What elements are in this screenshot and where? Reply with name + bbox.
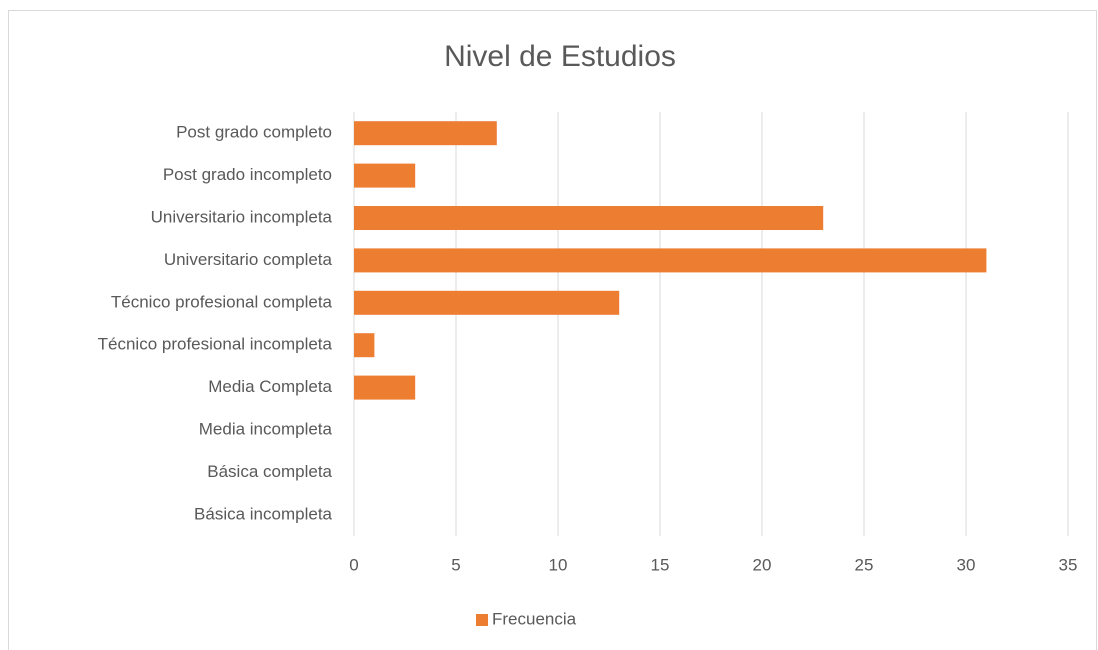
x-tick-label: 35 bbox=[1059, 555, 1078, 574]
y-tick-label: Técnico profesional incompleta bbox=[98, 335, 333, 354]
y-tick-label: Media Completa bbox=[208, 377, 332, 396]
x-tick-label: 20 bbox=[753, 555, 772, 574]
bar bbox=[354, 290, 620, 315]
bar bbox=[354, 121, 497, 146]
x-tick-label: 25 bbox=[855, 555, 874, 574]
bar bbox=[354, 333, 375, 358]
x-tick-label: 5 bbox=[451, 555, 460, 574]
y-tick-label: Universitario completa bbox=[164, 250, 333, 269]
y-tick-label: Universitario incompleta bbox=[151, 207, 333, 226]
chart-title: Nivel de Estudios bbox=[444, 40, 676, 73]
bar bbox=[354, 163, 416, 188]
legend-label: Frecuencia bbox=[492, 609, 577, 628]
y-tick-label: Media incompleta bbox=[199, 419, 333, 438]
bar bbox=[354, 248, 987, 273]
y-tick-label: Básica completa bbox=[207, 462, 332, 481]
x-tick-label: 15 bbox=[651, 555, 670, 574]
x-tick-label: 30 bbox=[957, 555, 976, 574]
x-tick-label: 10 bbox=[549, 555, 568, 574]
legend-swatch bbox=[476, 614, 488, 626]
bar bbox=[354, 375, 416, 400]
bar bbox=[354, 206, 824, 230]
y-tick-label: Básica incompleta bbox=[194, 504, 333, 523]
x-tick-label: 0 bbox=[349, 555, 358, 574]
y-tick-label: Técnico profesional completa bbox=[111, 292, 333, 311]
y-tick-label: Post grado completo bbox=[176, 123, 332, 142]
chart-border bbox=[8, 10, 1097, 650]
y-tick-label: Post grado incompleto bbox=[163, 165, 332, 184]
